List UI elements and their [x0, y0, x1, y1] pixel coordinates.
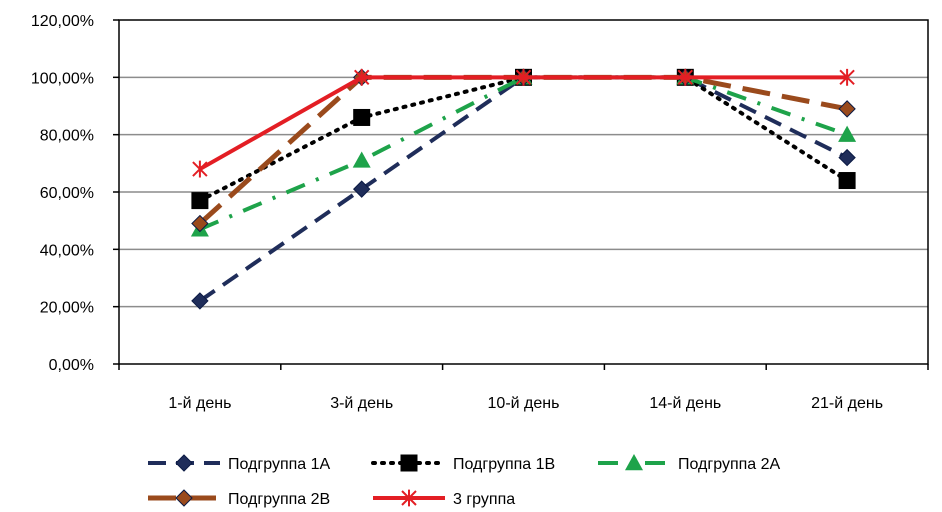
data-point [838, 100, 856, 118]
y-tick-label: 80,00% [40, 128, 94, 145]
legend-swatch-marker [175, 489, 193, 507]
x-tick-label: 14-й день [649, 395, 721, 412]
legend: Подгруппа 1А Подгруппа 1В Подгруппа 2А Подг… [148, 454, 781, 508]
data-point [838, 148, 856, 167]
series-5 [192, 68, 855, 178]
data-point [352, 180, 371, 198]
legend-swatch-marker [401, 489, 417, 507]
data-point [191, 214, 209, 233]
data-point [838, 125, 857, 142]
y-tick-label: 20,00% [40, 300, 94, 317]
data-point [352, 151, 371, 168]
data-point [191, 292, 209, 310]
legend-label: 3 группа [453, 491, 515, 508]
data-point [192, 160, 208, 178]
x-axis-ticks: 1-й день 3-й день 10-й день 14-й день 21-й д… [118, 364, 929, 412]
series-4 [191, 68, 856, 233]
legend-label: Подгруппа 2А [678, 456, 781, 473]
legend-entry: 3 группа [373, 489, 515, 508]
x-tick-label: 3-й день [330, 395, 393, 412]
legend-swatch-marker [175, 454, 193, 472]
legend-label: Подгруппа 2В [228, 491, 330, 508]
x-tick-label: 21-й день [811, 395, 883, 412]
y-tick-label: 120,00% [31, 13, 94, 30]
y-tick-label: 40,00% [40, 242, 94, 259]
series-layer [190, 68, 857, 310]
x-tick-label: 10-й день [488, 395, 560, 412]
y-tick-label: 0,00% [49, 357, 94, 374]
legend-label: Подгруппа 1А [228, 456, 331, 473]
series-line [199, 75, 848, 232]
legend-entry: Подгруппа 2В [148, 489, 330, 508]
y-tick-label: 60,00% [40, 185, 94, 202]
data-point [191, 192, 209, 210]
series-line [197, 75, 850, 203]
legend-swatch-marker [400, 454, 418, 472]
legend-entry: Подгруппа 1А [148, 454, 331, 473]
legend-entry: Подгруппа 1В [371, 454, 555, 473]
data-point [515, 68, 532, 86]
legend-swatch-marker [625, 454, 643, 471]
legend-label: Подгруппа 1В [453, 456, 555, 473]
data-point [353, 68, 370, 86]
gridlines [119, 76, 928, 308]
data-point [677, 68, 694, 86]
data-point [353, 108, 371, 126]
x-tick-label: 1-й день [168, 395, 231, 412]
legend-entry: Подгруппа 2А [598, 454, 781, 473]
y-tick-label: 100,00% [31, 70, 94, 87]
y-axis-ticks: 0,00% 20,00% 40,00% 60,00% 80,00% 100,00% 120,… [31, 13, 119, 374]
data-point [839, 68, 855, 86]
data-point [838, 172, 856, 190]
